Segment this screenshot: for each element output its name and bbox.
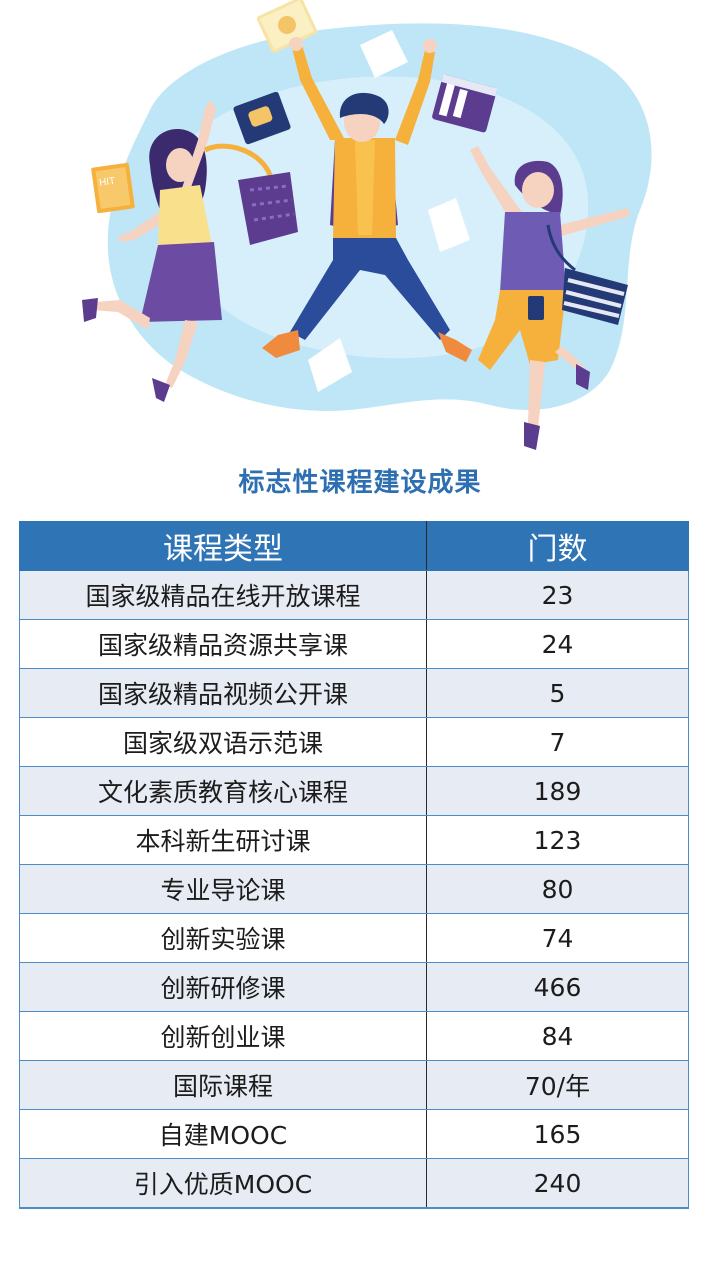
course-count-cell: 165 bbox=[426, 1109, 689, 1159]
striped-bag bbox=[546, 224, 628, 325]
header-course-count: 门数 bbox=[426, 521, 689, 571]
course-count-cell: 70/年 bbox=[426, 1060, 689, 1110]
course-count-cell: 23 bbox=[426, 570, 689, 620]
course-type-cell: 创新创业课 bbox=[19, 1011, 427, 1061]
course-type-cell: 创新研修课 bbox=[19, 962, 427, 1012]
table-row: 国家级精品资源共享课 24 bbox=[19, 619, 689, 669]
svg-text:HIT: HIT bbox=[98, 176, 115, 189]
course-count-cell: 5 bbox=[426, 668, 689, 718]
table-row: 国家级双语示范课 7 bbox=[19, 717, 689, 767]
table-row: 专业导论课 80 bbox=[19, 864, 689, 914]
table-row: 文化素质教育核心课程 189 bbox=[19, 766, 689, 816]
purple-bag bbox=[203, 143, 298, 245]
table-row: 国际课程 70/年 bbox=[19, 1060, 689, 1110]
flying-paper bbox=[428, 198, 470, 252]
table-row: 国家级精品视频公开课 5 bbox=[19, 668, 689, 718]
table-row: 自建MOOC 165 bbox=[19, 1109, 689, 1159]
course-count-cell: 7 bbox=[426, 717, 689, 767]
flying-paper bbox=[308, 338, 352, 392]
course-type-cell: 文化素质教育核心课程 bbox=[19, 766, 427, 816]
course-type-cell: 国家级精品在线开放课程 bbox=[19, 570, 427, 620]
navy-book bbox=[233, 91, 291, 145]
flying-paper bbox=[360, 30, 408, 78]
course-type-cell: 自建MOOC bbox=[19, 1109, 427, 1159]
course-type-cell: 国家级精品视频公开课 bbox=[19, 668, 427, 718]
course-count-cell: 80 bbox=[426, 864, 689, 914]
purple-book bbox=[432, 74, 498, 133]
table-row: 创新创业课 84 bbox=[19, 1011, 689, 1061]
yellow-book bbox=[256, 0, 318, 53]
course-type-cell: 国家级双语示范课 bbox=[19, 717, 427, 767]
course-type-cell: 专业导论课 bbox=[19, 864, 427, 914]
page-title: 标志性课程建设成果 bbox=[238, 468, 482, 498]
table-header-row: 课程类型 门数 bbox=[19, 521, 689, 571]
course-count-cell: 74 bbox=[426, 913, 689, 963]
course-count-cell: 24 bbox=[426, 619, 689, 669]
header-course-type: 课程类型 bbox=[19, 521, 427, 571]
course-count-cell: 84 bbox=[426, 1011, 689, 1061]
table-row: 本科新生研讨课 123 bbox=[19, 815, 689, 865]
course-count-cell: 466 bbox=[426, 962, 689, 1012]
course-type-cell: 国家级精品资源共享课 bbox=[19, 619, 427, 669]
jumping-students-illustration: HIT bbox=[82, 0, 652, 450]
course-count-cell: 189 bbox=[426, 766, 689, 816]
left-student bbox=[82, 100, 222, 402]
course-type-cell: 创新实验课 bbox=[19, 913, 427, 963]
table-row: 引入优质MOOC 240 bbox=[19, 1158, 689, 1209]
table-row: 创新研修课 466 bbox=[19, 962, 689, 1012]
table-row: 国家级精品在线开放课程 23 bbox=[19, 570, 689, 620]
center-student bbox=[262, 37, 472, 362]
hit-book: HIT bbox=[91, 162, 135, 214]
course-count-cell: 123 bbox=[426, 815, 689, 865]
course-type-cell: 引入优质MOOC bbox=[19, 1158, 427, 1209]
course-count-cell: 240 bbox=[426, 1158, 689, 1209]
course-type-cell: 国际课程 bbox=[19, 1060, 427, 1110]
course-type-cell: 本科新生研讨课 bbox=[19, 815, 427, 865]
table-row: 创新实验课 74 bbox=[19, 913, 689, 963]
course-achievements-table: 课程类型 门数 国家级精品在线开放课程 23 国家级精品资源共享课 24 国家级… bbox=[19, 521, 689, 1209]
